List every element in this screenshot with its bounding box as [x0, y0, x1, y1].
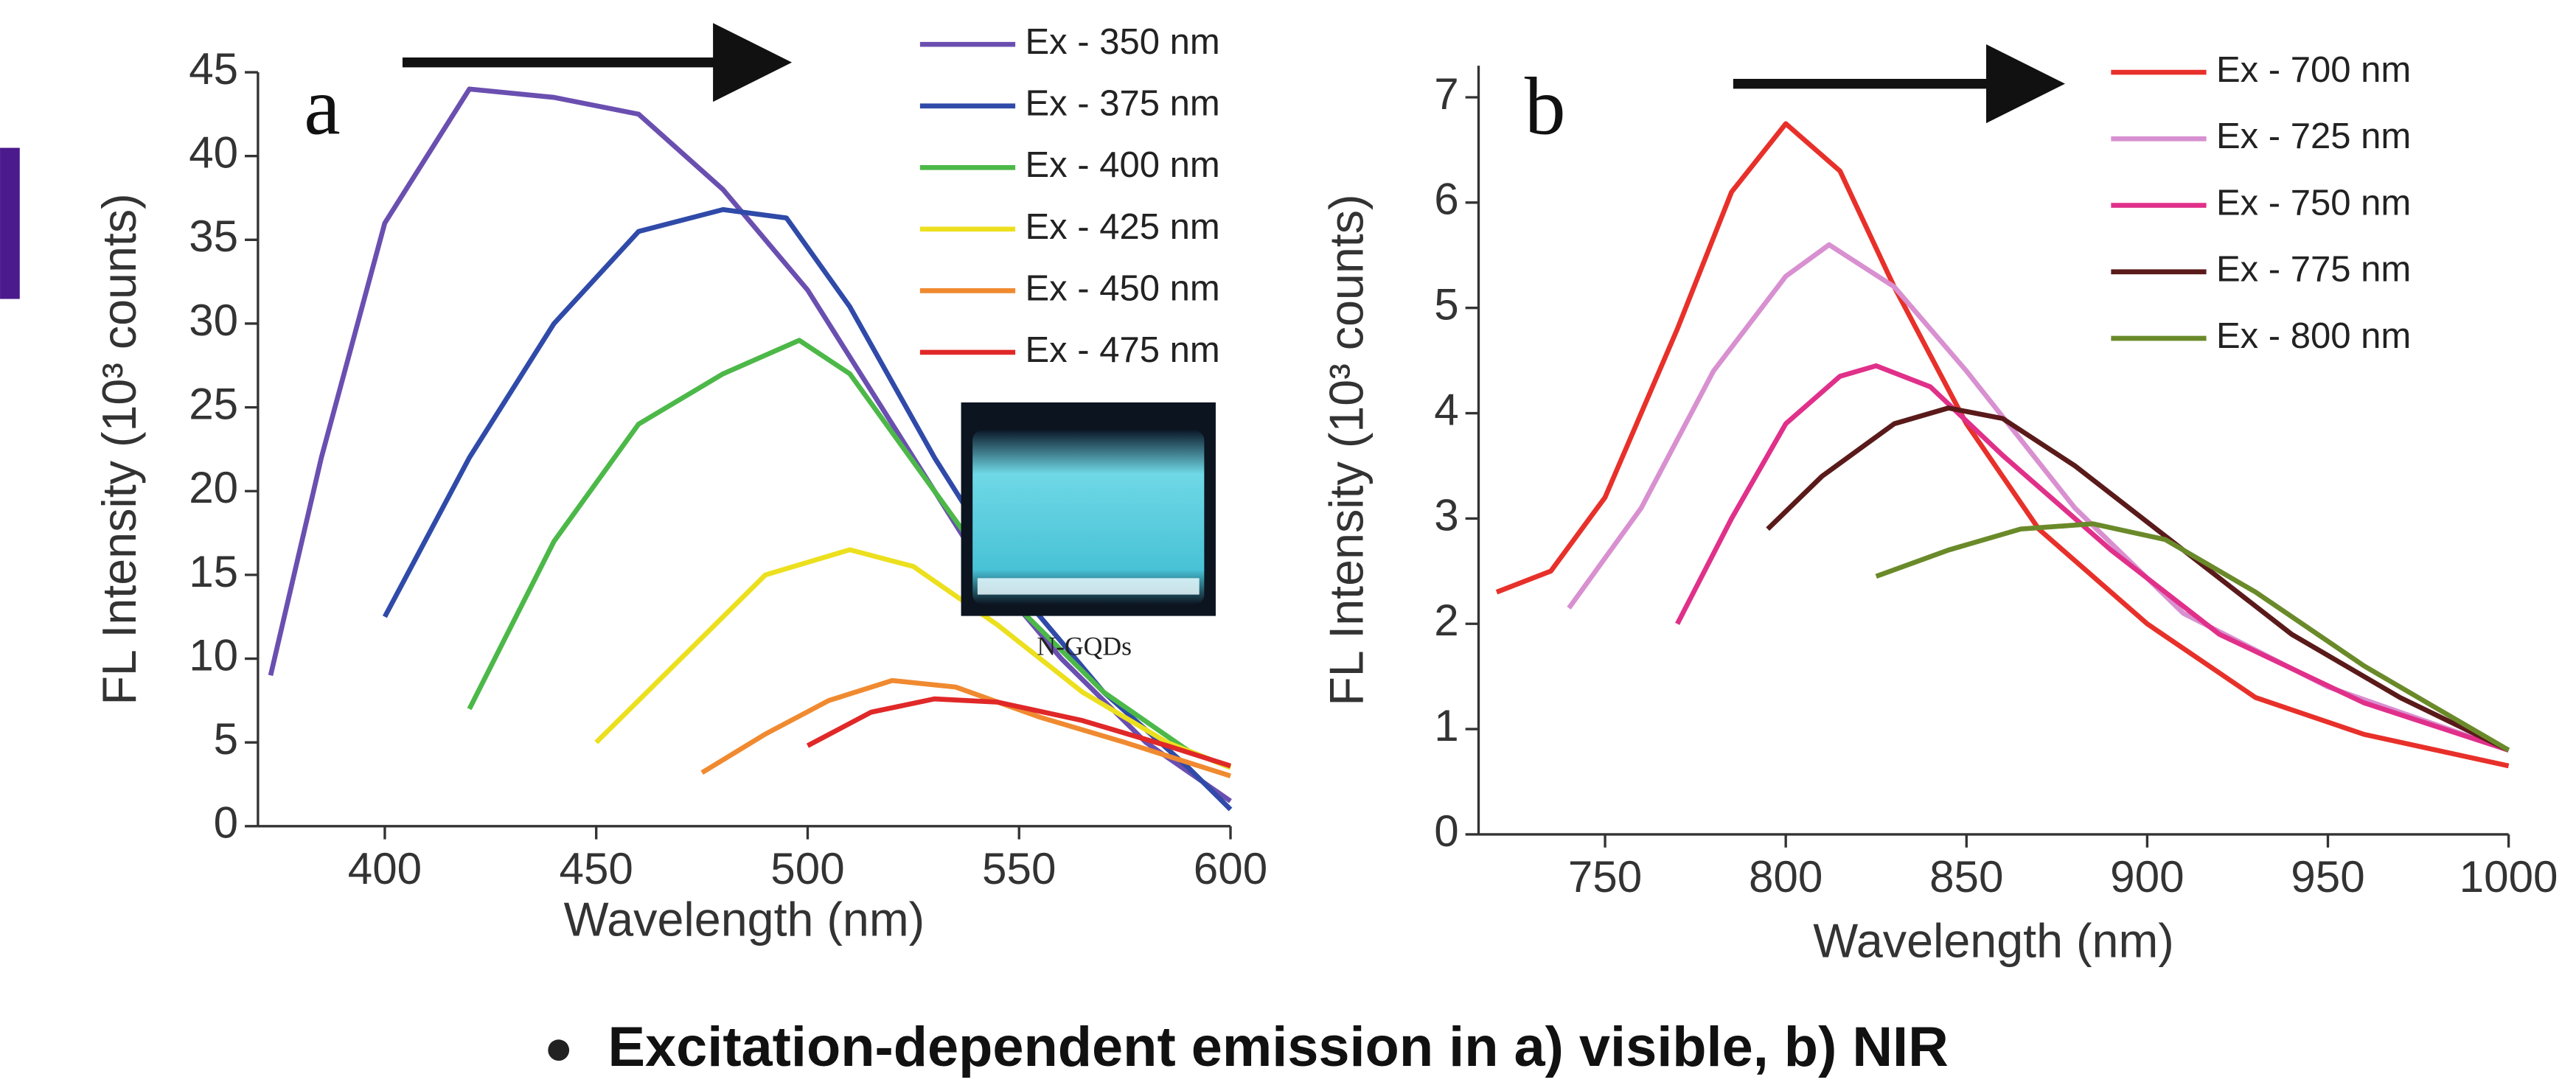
x-tick-label: 1000: [2460, 852, 2558, 902]
y-axis-label: FL Intensity (10³ counts): [93, 193, 146, 705]
bullet: ●: [543, 1020, 573, 1075]
legend-label: Ex - 725 nm: [2216, 116, 2411, 156]
y-tick-label: 45: [189, 44, 238, 94]
panel-label: b: [1525, 62, 1566, 153]
y-tick-label: 15: [189, 547, 238, 596]
x-tick-label: 450: [560, 844, 633, 893]
y-tick-label: 25: [189, 379, 238, 428]
y-tick-label: 0: [1434, 806, 1458, 856]
x-tick-label: 750: [1568, 852, 1642, 902]
legend-label: Ex - 800 nm: [2216, 316, 2411, 356]
series-line: [806, 696, 1232, 769]
x-tick-label: 500: [770, 844, 844, 893]
x-tick-label: 550: [982, 844, 1056, 893]
x-axis-label: Wavelength (nm): [564, 893, 925, 946]
inset-vial: [972, 430, 1205, 604]
series-line: [1495, 121, 2510, 769]
series-line: [1675, 363, 2510, 753]
x-tick-label: 850: [1929, 852, 2003, 902]
x-tick-label: 600: [1194, 844, 1267, 893]
x-tick-label: 950: [2291, 852, 2364, 902]
legend-label: Ex - 350 nm: [1025, 22, 1219, 62]
legend-label: Ex - 375 nm: [1025, 84, 1219, 124]
legend-label: Ex - 450 nm: [1025, 268, 1219, 308]
y-tick-label: 5: [214, 714, 238, 764]
series-line: [594, 547, 1232, 770]
y-tick-label: 4: [1434, 385, 1458, 434]
y-tick-label: 0: [214, 798, 238, 848]
legend-label: Ex - 400 nm: [1025, 145, 1219, 185]
series-line: [1766, 405, 2510, 753]
accent-bar: [0, 147, 20, 299]
legend-label: Ex - 700 nm: [2216, 50, 2411, 90]
y-tick-label: 5: [1434, 280, 1458, 329]
y-tick-label: 7: [1434, 69, 1458, 119]
y-tick-label: 1: [1434, 701, 1458, 750]
legend-label: Ex - 750 nm: [2216, 183, 2411, 223]
y-tick-label: 6: [1434, 175, 1458, 224]
y-tick-label: 30: [189, 296, 238, 345]
inset-label: N-GQDs: [1037, 631, 1132, 660]
panel-label: a: [304, 62, 340, 153]
y-tick-label: 20: [189, 463, 238, 512]
y-tick-label: 3: [1434, 490, 1458, 540]
x-tick-label: 900: [2110, 852, 2184, 902]
legend-label: Ex - 475 nm: [1025, 330, 1219, 370]
y-axis-label: FL Intensity (10³ counts): [1320, 194, 1374, 705]
series-line: [467, 338, 1232, 770]
legend-label: Ex - 425 nm: [1025, 207, 1219, 247]
y-tick-label: 2: [1434, 596, 1458, 645]
x-tick-label: 800: [1749, 852, 1823, 902]
x-tick-label: 400: [348, 844, 422, 893]
series-line: [700, 677, 1232, 778]
series-line: [1875, 521, 2510, 753]
legend-label: Ex - 775 nm: [2216, 250, 2411, 290]
x-axis-label: Wavelength (nm): [1813, 914, 2174, 967]
y-tick-label: 40: [189, 128, 238, 178]
y-tick-label: 10: [189, 630, 238, 680]
inset-glow: [977, 578, 1200, 595]
y-tick-label: 35: [189, 212, 238, 261]
caption: Excitation-dependent emission in a) visi…: [608, 1016, 1949, 1078]
series-line: [268, 86, 1232, 803]
